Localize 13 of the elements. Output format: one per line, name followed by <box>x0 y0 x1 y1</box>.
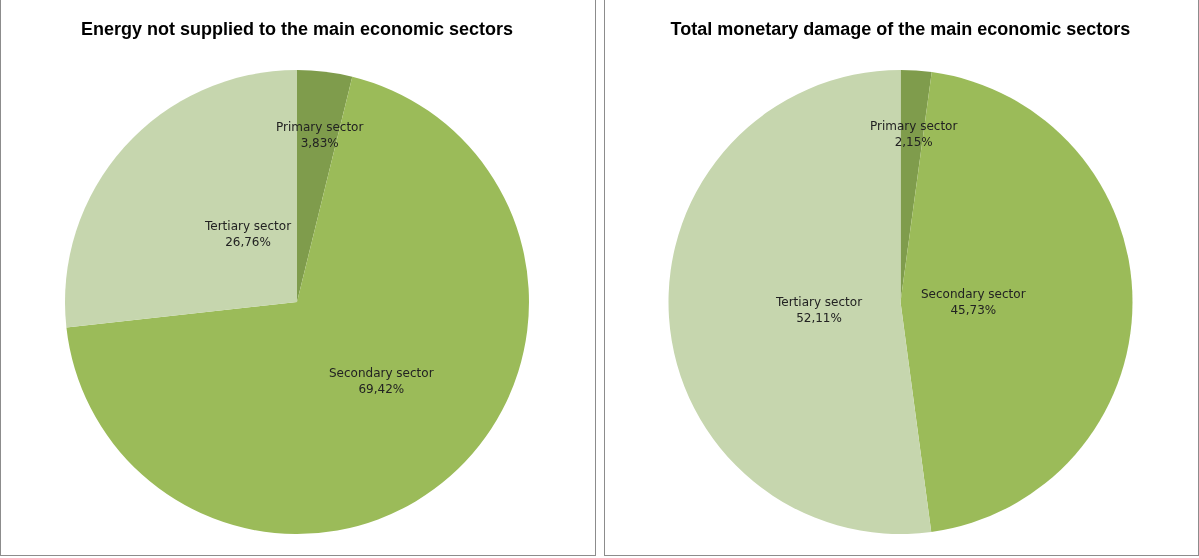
chart-title: Energy not supplied to the main economic sectors <box>80 18 514 39</box>
data-label: 69,42% <box>358 381 405 396</box>
slice-label: Secondary sector <box>921 287 1026 301</box>
data-label: 45,73% <box>950 302 997 317</box>
data-label: 26,76% <box>225 234 271 249</box>
data-label: 52,11% <box>796 310 842 325</box>
slice-label: Secondary sector <box>329 366 434 380</box>
pie-slice <box>66 76 529 534</box>
data-label: 3,83% <box>300 135 339 150</box>
slice-label: Tertiary sector <box>775 295 863 309</box>
chart-title: Total monetary damage of the main economic sectors <box>670 18 1131 39</box>
slice-label: Primary sector <box>870 119 958 133</box>
slice-label: Tertiary sector <box>204 219 292 233</box>
